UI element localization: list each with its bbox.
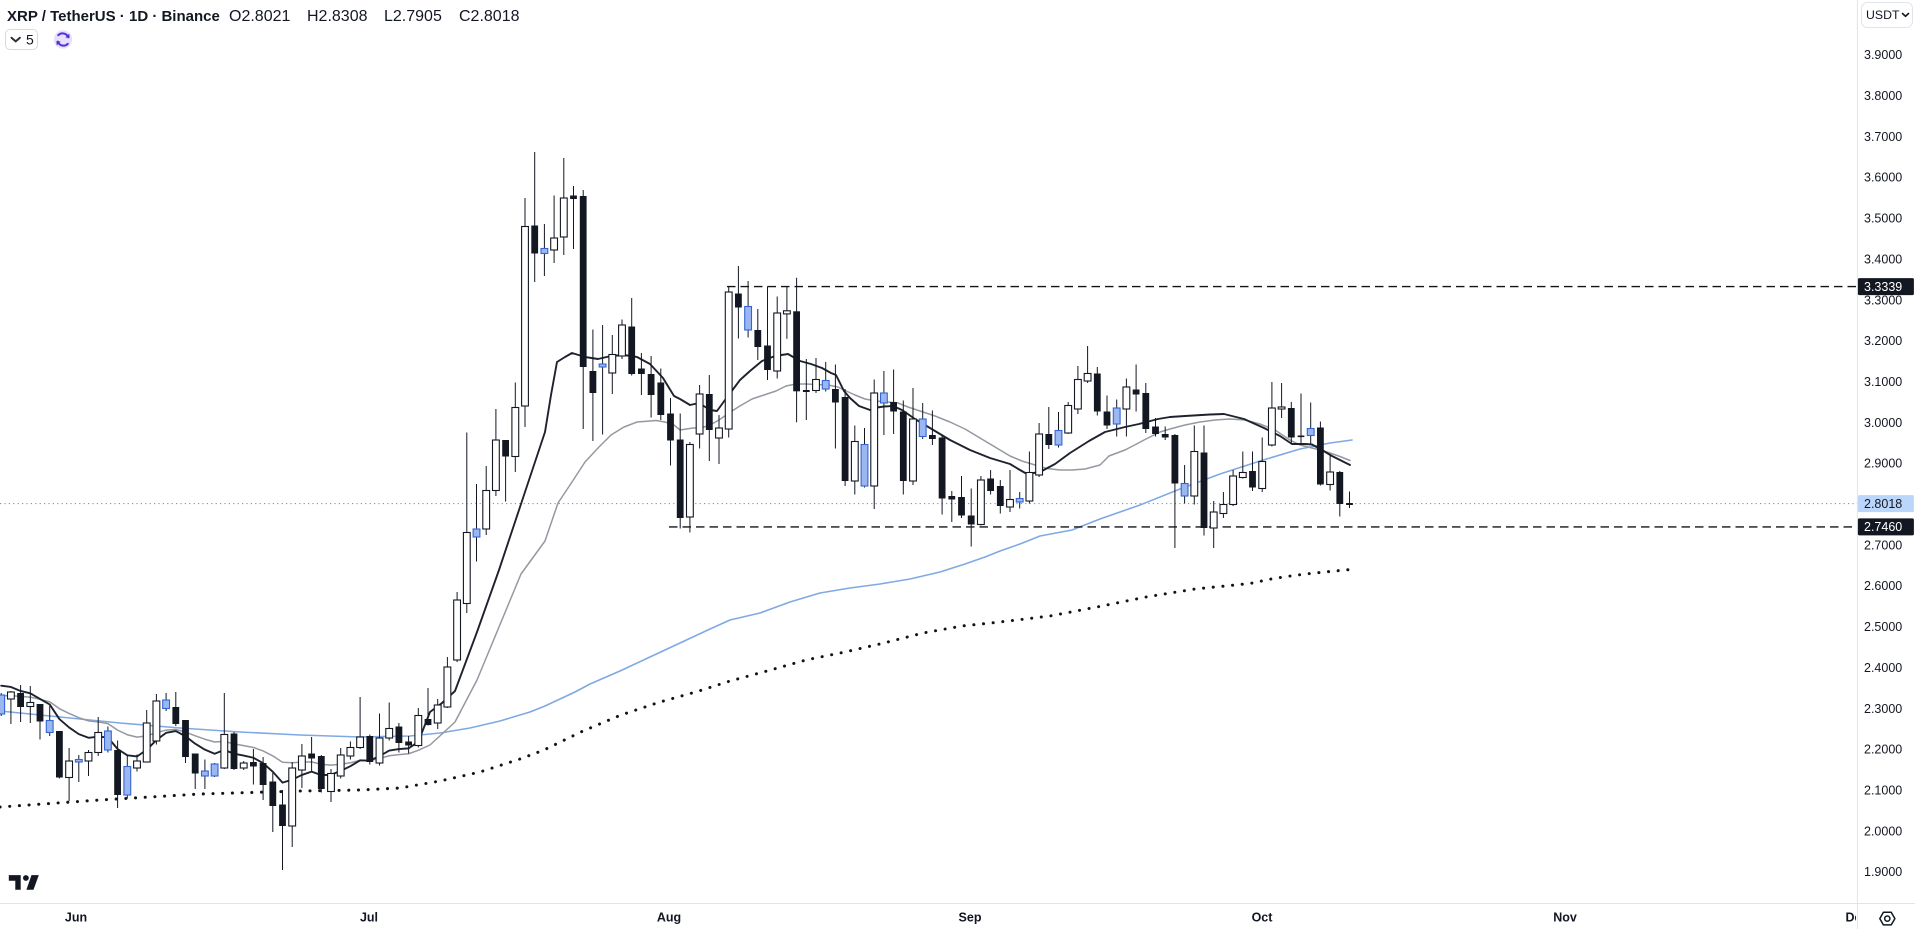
svg-text:3.3339: 3.3339 xyxy=(1864,280,1902,294)
svg-text:2.0000: 2.0000 xyxy=(1864,824,1902,838)
svg-text:2.6000: 2.6000 xyxy=(1864,579,1902,593)
svg-text:5: 5 xyxy=(26,32,34,48)
svg-text:2.9000: 2.9000 xyxy=(1864,457,1902,471)
svg-text:3.2000: 3.2000 xyxy=(1864,334,1902,348)
svg-text:3.7000: 3.7000 xyxy=(1864,130,1902,144)
svg-text:Oct: Oct xyxy=(1252,911,1274,925)
svg-text:L2.7905: L2.7905 xyxy=(384,8,442,25)
svg-text:Nov: Nov xyxy=(1553,911,1577,925)
svg-text:3.3000: 3.3000 xyxy=(1864,293,1902,307)
svg-text:3.4000: 3.4000 xyxy=(1864,252,1902,266)
svg-text:3.1000: 3.1000 xyxy=(1864,375,1902,389)
svg-text:3.8000: 3.8000 xyxy=(1864,89,1902,103)
svg-text:3.0000: 3.0000 xyxy=(1864,416,1902,430)
svg-text:3.6000: 3.6000 xyxy=(1864,171,1902,185)
svg-text:Aug: Aug xyxy=(657,911,681,925)
svg-text:2.3000: 2.3000 xyxy=(1864,702,1902,716)
svg-text:Jul: Jul xyxy=(360,911,378,925)
svg-text:Dec: Dec xyxy=(1846,911,1869,925)
svg-text:2.7460: 2.7460 xyxy=(1864,520,1902,534)
svg-text:1.9000: 1.9000 xyxy=(1864,865,1902,879)
svg-text:USDT: USDT xyxy=(1866,8,1900,22)
svg-text:Sep: Sep xyxy=(959,911,982,925)
svg-text:3.9000: 3.9000 xyxy=(1864,48,1902,62)
svg-text:2.5000: 2.5000 xyxy=(1864,620,1902,634)
svg-text:2.7000: 2.7000 xyxy=(1864,538,1902,552)
svg-text:2.8018: 2.8018 xyxy=(1864,497,1902,511)
svg-text:2.2000: 2.2000 xyxy=(1864,743,1902,757)
svg-text:2.4000: 2.4000 xyxy=(1864,661,1902,675)
svg-text:C2.8018: C2.8018 xyxy=(459,8,520,25)
svg-text:O2.8021: O2.8021 xyxy=(229,8,290,25)
svg-text:H2.8308: H2.8308 xyxy=(307,8,368,25)
svg-text:XRP / TetherUS · 1D · Binance: XRP / TetherUS · 1D · Binance xyxy=(7,8,220,25)
svg-text:Jun: Jun xyxy=(65,911,87,925)
svg-text:3.5000: 3.5000 xyxy=(1864,212,1902,226)
svg-text:2.1000: 2.1000 xyxy=(1864,784,1902,798)
